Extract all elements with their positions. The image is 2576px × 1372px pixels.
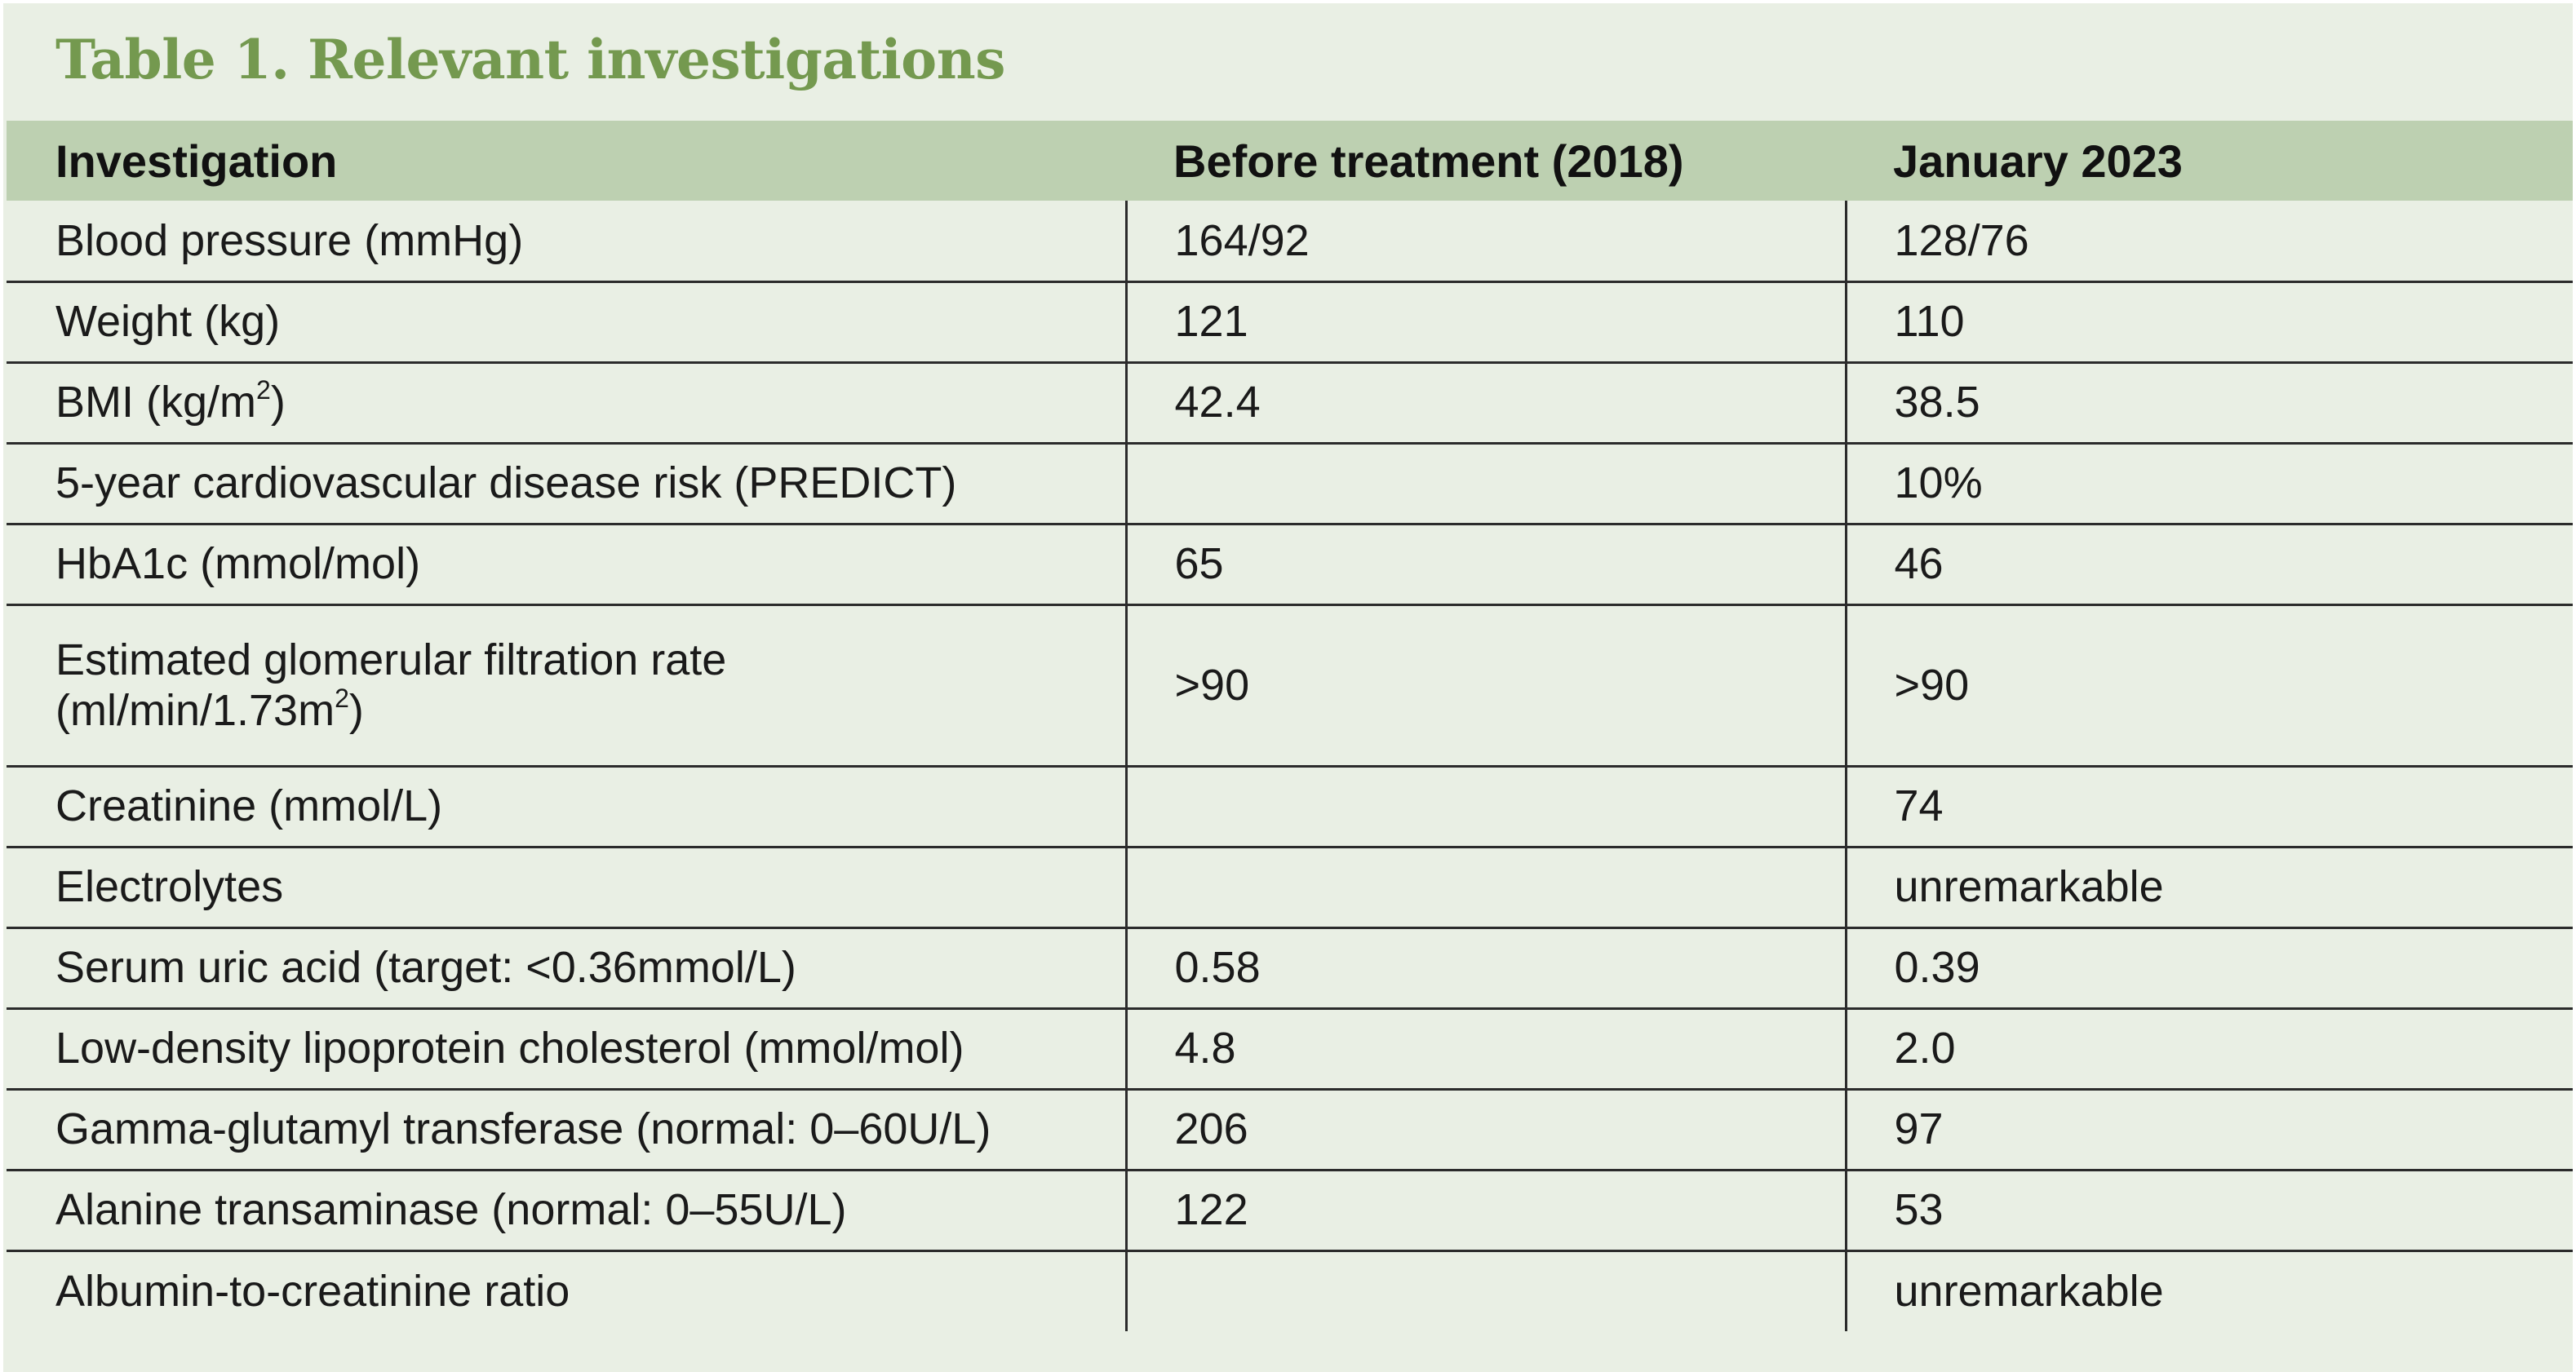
table-row: Blood pressure (mmHg) 164/92 128/76 — [7, 201, 2573, 283]
table-row: Electrolytes unremarkable — [7, 847, 2573, 929]
investigation-cell: Weight (kg) — [7, 281, 1126, 364]
investigation-text-end: ) — [348, 686, 364, 735]
january-2023-cell: >90 — [1844, 604, 2573, 768]
before-treatment-cell: 0.58 — [1124, 927, 1846, 1010]
column-header-investigation: Investigation — [55, 135, 338, 187]
investigation-cell: Blood pressure (mmHg) — [7, 201, 1126, 283]
table-row: HbA1c (mmol/mol) 65 46 — [7, 524, 2573, 606]
january-2023-cell: unremarkable — [1844, 1250, 2573, 1331]
table-row: Albumin-to-creatinine ratio unremarkable — [7, 1250, 2573, 1331]
table-row: Alanine transaminase (normal: 0–55U/L) 1… — [7, 1170, 2573, 1252]
before-treatment-cell — [1124, 443, 1846, 525]
investigation-text-end: ) — [270, 378, 286, 427]
table-row: Gamma-glutamyl transferase (normal: 0–60… — [7, 1089, 2573, 1171]
january-2023-cell: 0.39 — [1844, 927, 2573, 1010]
before-treatment-cell: 121 — [1124, 281, 1846, 364]
investigation-cell: Albumin-to-creatinine ratio — [55, 1267, 570, 1317]
january-2023-cell: 46 — [1844, 524, 2573, 606]
january-2023-cell: 128/76 — [1844, 201, 2573, 283]
january-2023-cell: 38.5 — [1844, 362, 2573, 445]
investigation-text: Estimated glomerular filtration rate — [55, 635, 727, 684]
before-treatment-cell: 164/92 — [1124, 201, 1846, 283]
investigations-table: Investigation Before treatment (2018) Ja… — [7, 121, 2573, 1331]
before-treatment-cell — [1124, 1250, 1846, 1331]
table-row: 5-year cardiovascular disease risk (PRED… — [7, 443, 2573, 525]
investigation-cell: Low-density lipoprotein cholesterol (mmo… — [7, 1008, 1126, 1091]
table-row: Estimated glomerular filtration rate (ml/… — [7, 604, 2573, 768]
investigation-cell: BMI (kg/m2) — [7, 362, 1126, 445]
january-2023-cell: 10% — [1844, 443, 2573, 525]
january-2023-cell: 74 — [1844, 766, 2573, 848]
january-2023-cell: unremarkable — [1844, 847, 2573, 929]
before-treatment-cell: 122 — [1124, 1170, 1846, 1252]
superscript: 2 — [256, 375, 271, 405]
before-treatment-cell: 65 — [1124, 524, 1846, 606]
superscript: 2 — [335, 684, 349, 713]
table-row: Weight (kg) 121 110 — [7, 281, 2573, 364]
before-treatment-cell: 4.8 — [1124, 1008, 1846, 1091]
column-header-before-treatment: Before treatment (2018) — [1173, 135, 1684, 187]
investigation-cell: 5-year cardiovascular disease risk (PRED… — [7, 443, 1126, 525]
table-header-row: Investigation Before treatment (2018) Ja… — [7, 121, 2573, 201]
before-treatment-cell: 42.4 — [1124, 362, 1846, 445]
january-2023-cell: 2.0 — [1844, 1008, 2573, 1091]
january-2023-cell: 110 — [1844, 281, 2573, 364]
table-title: Table 1. Relevant investigations — [55, 28, 1005, 91]
investigation-cell: Creatinine (mmol/L) — [7, 766, 1126, 848]
investigation-cell: Alanine transaminase (normal: 0–55U/L) — [7, 1170, 1126, 1252]
january-2023-cell: 97 — [1844, 1089, 2573, 1171]
investigation-cell: Electrolytes — [7, 847, 1126, 929]
before-treatment-cell: 206 — [1124, 1089, 1846, 1171]
before-treatment-cell — [1124, 847, 1846, 929]
investigation-cell: Gamma-glutamyl transferase (normal: 0–60… — [7, 1089, 1126, 1171]
table-row: Low-density lipoprotein cholesterol (mmo… — [7, 1008, 2573, 1091]
table-row: Creatinine (mmol/L) 74 — [7, 766, 2573, 848]
investigation-text-line2: (ml/min/1.73m — [55, 686, 335, 735]
investigation-cell: HbA1c (mmol/mol) — [7, 524, 1126, 606]
investigation-cell: Serum uric acid (target: <0.36mmol/L) — [7, 927, 1126, 1010]
before-treatment-cell — [1124, 766, 1846, 848]
table-row: BMI (kg/m2) 42.4 38.5 — [7, 362, 2573, 445]
column-header-january-2023: January 2023 — [1893, 135, 2183, 187]
investigation-cell: Estimated glomerular filtration rate (ml/… — [7, 604, 1126, 768]
january-2023-cell: 53 — [1844, 1170, 2573, 1252]
table-row: Serum uric acid (target: <0.36mmol/L) 0.… — [7, 927, 2573, 1010]
investigation-text: BMI (kg/m — [55, 378, 257, 427]
before-treatment-cell: >90 — [1124, 604, 1846, 768]
